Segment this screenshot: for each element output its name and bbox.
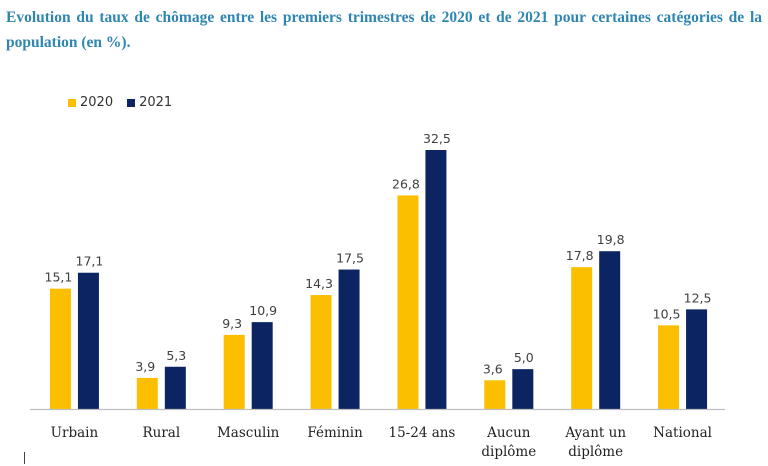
data-label-2021: 10,9 (249, 303, 277, 318)
legend-swatch-2020 (68, 98, 76, 107)
text-cursor (24, 452, 25, 464)
data-label-2021: 19,8 (597, 232, 625, 247)
category-label: 15-24 ans (388, 425, 455, 441)
bar-2020 (397, 195, 419, 409)
bar-2020 (571, 267, 593, 409)
category-label: diplôme (481, 444, 536, 460)
category-label: diplôme (568, 444, 623, 460)
bar-2020 (484, 380, 506, 409)
category-label: Urbain (51, 425, 99, 441)
data-label-2020: 14,3 (305, 276, 333, 291)
data-label-2020: 10,5 (653, 306, 681, 321)
bar-2021 (251, 322, 273, 409)
category-label: Rural (142, 425, 180, 441)
category-label: Aucun (486, 425, 531, 441)
bar-2020 (658, 325, 680, 409)
category-label: Féminin (307, 425, 363, 441)
legend-item-2020: 2020 (68, 95, 113, 110)
data-label-2020: 9,3 (222, 316, 242, 331)
legend-item-2021: 2021 (127, 95, 172, 110)
legend-swatch-2021 (127, 98, 136, 107)
bar-2020 (49, 288, 71, 409)
chart-title: Evolution du taux de chômage entre les p… (6, 9, 762, 51)
category-label: Ayant un (564, 425, 626, 441)
data-label-2021: 5,3 (166, 348, 186, 363)
bar-2021 (599, 251, 621, 409)
legend-label-2021: 2021 (139, 95, 173, 110)
data-label-2020: 17,8 (566, 248, 594, 263)
bar-2020 (136, 377, 158, 409)
data-label-2020: 26,8 (392, 176, 420, 191)
bar-2021 (77, 272, 99, 409)
data-label-2020: 15,1 (45, 270, 73, 285)
legend: 2020 2021 (68, 95, 186, 110)
data-label-2021: 12,5 (684, 290, 712, 305)
data-label-2021: 17,5 (336, 251, 364, 266)
bar-2021 (338, 269, 360, 409)
bar-2021 (512, 369, 534, 409)
bar-2021 (164, 366, 186, 409)
data-label-2021: 32,5 (423, 131, 451, 146)
bar-2021 (686, 309, 708, 409)
bar-2020 (223, 334, 245, 409)
data-label-2020: 3,6 (483, 361, 503, 376)
legend-label-2020: 2020 (80, 95, 114, 110)
data-label-2021: 5,0 (514, 350, 534, 365)
bar-2020 (310, 295, 332, 409)
data-label-2020: 3,9 (135, 359, 155, 374)
data-label-2021: 17,1 (76, 254, 104, 269)
bar-2021 (425, 150, 447, 409)
category-label: Masculin (217, 425, 280, 441)
category-label: National (653, 425, 712, 441)
